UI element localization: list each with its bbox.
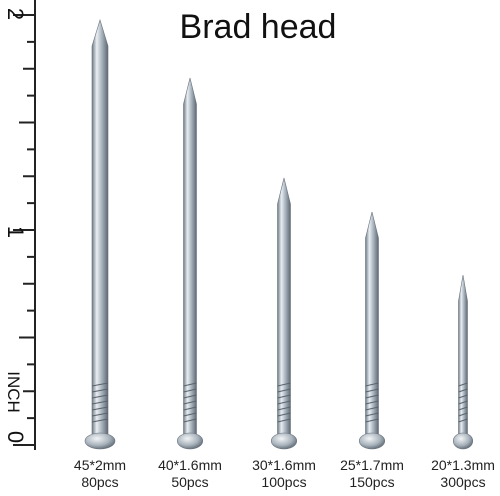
nail-size: 30*1.6mm <box>252 457 316 473</box>
nail-groove <box>365 418 379 423</box>
ruler-unit: INCH <box>4 371 23 413</box>
nail-count: 80pcs <box>81 474 118 490</box>
nail-groove <box>458 418 468 423</box>
nail-groove <box>365 382 379 387</box>
nail-groove <box>277 394 291 399</box>
nail <box>358 211 386 450</box>
nail-head <box>270 432 298 450</box>
nail-groove <box>183 388 197 393</box>
nail-head <box>452 432 474 450</box>
nail-groove <box>91 388 109 393</box>
nail-groove <box>91 382 109 387</box>
nail-groove <box>183 412 197 417</box>
ruler-label: 2 <box>3 8 28 20</box>
nail-groove <box>277 400 291 405</box>
ruler <box>13 0 36 450</box>
nail-size: 45*2mm <box>74 457 126 473</box>
nail-groove <box>91 394 109 399</box>
nail <box>84 18 116 450</box>
nail-groove <box>365 400 379 405</box>
nail-size: 40*1.6mm <box>158 457 222 473</box>
nail-count: 50pcs <box>171 474 208 490</box>
nail-groove <box>458 406 468 411</box>
nail-head <box>84 432 116 450</box>
nail-head <box>358 432 386 450</box>
nail-groove <box>458 412 468 417</box>
nail-head <box>176 432 204 450</box>
nail-groove <box>91 406 109 411</box>
nail-size: 25*1.7mm <box>340 457 404 473</box>
nail-groove <box>277 406 291 411</box>
nail-count: 150pcs <box>349 474 394 490</box>
nail-groove <box>458 388 468 393</box>
nail-shank <box>458 274 468 437</box>
nail-groove <box>365 394 379 399</box>
ruler-label: 0 <box>3 431 28 443</box>
nail-groove <box>91 400 109 405</box>
nail-groove <box>183 400 197 405</box>
nail <box>176 77 204 450</box>
nail-size: 20*1.3mm <box>431 457 495 473</box>
nail-groove <box>183 394 197 399</box>
nail-groove <box>277 418 291 423</box>
nail-shank <box>183 77 197 437</box>
nail-groove <box>458 400 468 405</box>
nails <box>84 18 474 450</box>
nail-shank <box>91 18 109 437</box>
nail-groove <box>91 412 109 417</box>
nail-count: 300pcs <box>440 474 485 490</box>
nail-groove <box>365 388 379 393</box>
nail-groove <box>183 382 197 387</box>
title: Brad head <box>180 8 337 46</box>
nail-groove <box>183 418 197 423</box>
nail <box>452 274 474 450</box>
nail-groove <box>91 418 109 423</box>
nail-groove <box>458 394 468 399</box>
nail <box>270 177 298 450</box>
nail-groove <box>277 388 291 393</box>
nail-groove <box>277 412 291 417</box>
nail-groove <box>365 406 379 411</box>
nail-groove <box>183 406 197 411</box>
nail-groove <box>365 412 379 417</box>
nail-groove <box>458 382 468 387</box>
ruler-label: 1 <box>3 226 28 238</box>
nail-count: 100pcs <box>261 474 306 490</box>
nail-groove <box>277 382 291 387</box>
